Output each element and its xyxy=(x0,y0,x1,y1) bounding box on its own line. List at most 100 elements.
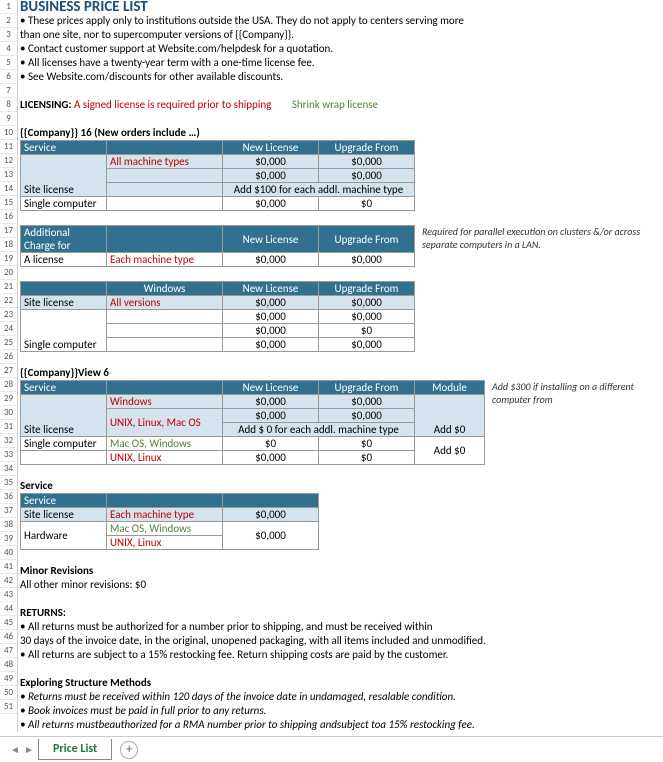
cell[interactable]: $0,000 xyxy=(223,197,319,211)
row-num[interactable]: 12 xyxy=(0,154,17,168)
tab-price-list[interactable]: Price List xyxy=(38,739,112,760)
row-num[interactable]: 45 xyxy=(0,616,17,630)
row-num[interactable]: 5 xyxy=(0,56,17,70)
row-num[interactable]: 39 xyxy=(0,532,17,546)
cell[interactable]: $0,000 xyxy=(319,409,415,423)
cell[interactable] xyxy=(107,169,223,183)
cell[interactable]: $0,000 xyxy=(319,338,415,352)
cell[interactable]: $0,000 xyxy=(223,253,319,267)
cell[interactable]: A license xyxy=(21,253,107,267)
row-num[interactable]: 51 xyxy=(0,700,17,714)
cell[interactable]: $0,000 xyxy=(223,522,319,550)
tab-prev-icon[interactable]: ◄ xyxy=(8,743,22,757)
cell[interactable]: $0,000 xyxy=(223,338,319,352)
row-num[interactable]: 35 xyxy=(0,476,17,490)
cell[interactable]: Mac OS, Windows xyxy=(107,437,223,451)
row-num[interactable]: 13 xyxy=(0,168,17,182)
cell[interactable] xyxy=(107,324,223,338)
cell[interactable]: Site license xyxy=(21,296,107,310)
cell[interactable]: UNIX, Linux xyxy=(107,536,223,550)
row-num[interactable]: 48 xyxy=(0,658,17,672)
cell[interactable]: Each machine type xyxy=(107,253,223,267)
row-num[interactable]: 30 xyxy=(0,406,17,420)
row-num[interactable]: 26 xyxy=(0,350,17,364)
cell[interactable]: Single computer xyxy=(21,310,107,352)
row-num[interactable]: 21 xyxy=(0,280,17,294)
row-num[interactable]: 15 xyxy=(0,196,17,210)
cell[interactable]: $0,000 xyxy=(319,310,415,324)
cell[interactable]: $0,000 xyxy=(319,296,415,310)
th[interactable]: Service xyxy=(21,494,107,508)
cell[interactable]: $0,000 xyxy=(223,155,319,169)
th[interactable]: Service xyxy=(21,141,107,155)
row-num[interactable]: 17 xyxy=(0,224,17,238)
th[interactable]: Additional Charge for xyxy=(21,226,107,253)
cell[interactable] xyxy=(107,197,223,211)
th[interactable]: Upgrade From xyxy=(319,282,415,296)
row-num[interactable]: 40 xyxy=(0,546,17,560)
cell[interactable] xyxy=(107,183,223,197)
row-num[interactable]: 1 xyxy=(0,0,17,14)
row-num[interactable]: 42 xyxy=(0,574,17,588)
row-num[interactable]: 47 xyxy=(0,644,17,658)
row-num[interactable]: 7 xyxy=(0,84,17,98)
cell[interactable]: Site license xyxy=(21,155,107,197)
cell[interactable]: Site license xyxy=(21,508,107,522)
cell[interactable]: $0,000 xyxy=(319,155,415,169)
th[interactable]: Windows xyxy=(107,282,223,296)
row-num[interactable]: 33 xyxy=(0,448,17,462)
th[interactable] xyxy=(107,381,223,395)
cell[interactable]: $0,000 xyxy=(223,409,319,423)
th[interactable]: Upgrade From xyxy=(319,226,415,253)
row-num[interactable]: 14 xyxy=(0,182,17,196)
row-num[interactable]: 36 xyxy=(0,490,17,504)
cell[interactable]: $0 xyxy=(319,324,415,338)
row-num[interactable]: 10 xyxy=(0,126,17,140)
th[interactable]: New License xyxy=(223,381,319,395)
row-num[interactable]: 44 xyxy=(0,602,17,616)
cell[interactable]: Mac OS, Windows xyxy=(107,522,223,536)
row-num[interactable]: 46 xyxy=(0,630,17,644)
cell[interactable]: $0,000 xyxy=(319,253,415,267)
row-num[interactable]: 11 xyxy=(0,140,17,154)
cell[interactable]: $0 xyxy=(319,437,415,451)
cell[interactable]: All versions xyxy=(107,296,223,310)
th[interactable] xyxy=(107,494,223,508)
cell[interactable]: UNIX, Linux, Mac OS xyxy=(107,409,223,437)
cell[interactable]: $0,000 xyxy=(223,169,319,183)
cell[interactable]: Add $0 xyxy=(415,437,485,465)
cell[interactable]: Single computer xyxy=(21,197,107,211)
cell[interactable]: $0,000 xyxy=(319,395,415,409)
row-num[interactable]: 49 xyxy=(0,672,17,686)
row-num[interactable]: 41 xyxy=(0,560,17,574)
cell[interactable]: Windows xyxy=(107,395,223,409)
cell[interactable]: $0,000 xyxy=(223,310,319,324)
cell[interactable]: Add $ 0 for each addl. machine type xyxy=(223,423,415,437)
row-num[interactable]: 16 xyxy=(0,210,17,224)
cell[interactable]: Each machine type xyxy=(107,508,223,522)
row-num[interactable]: 2 xyxy=(0,14,17,28)
add-sheet-icon[interactable]: + xyxy=(120,741,138,759)
cell[interactable] xyxy=(107,338,223,352)
th[interactable]: Upgrade From xyxy=(319,141,415,155)
cell[interactable]: Add $0 xyxy=(415,395,485,437)
row-num[interactable]: 23 xyxy=(0,308,17,322)
cell[interactable]: $0 xyxy=(223,437,319,451)
cell[interactable]: Site license xyxy=(21,395,107,437)
row-num[interactable]: 9 xyxy=(0,112,17,126)
cell[interactable]: Add $100 for each addl. machine type xyxy=(223,183,415,197)
cell[interactable]: $0 xyxy=(319,197,415,211)
cell[interactable]: Single computer xyxy=(21,437,107,451)
cell[interactable] xyxy=(21,451,107,465)
row-num[interactable]: 19 xyxy=(0,252,17,266)
row-num[interactable]: 6 xyxy=(0,70,17,84)
cell[interactable]: $0,000 xyxy=(223,324,319,338)
row-num[interactable]: 28 xyxy=(0,378,17,392)
row-num[interactable]: 22 xyxy=(0,294,17,308)
th[interactable] xyxy=(107,141,223,155)
row-num[interactable]: 37 xyxy=(0,504,17,518)
cell[interactable]: $0,000 xyxy=(223,508,319,522)
cell[interactable] xyxy=(107,310,223,324)
tab-next-icon[interactable]: ► xyxy=(22,743,36,757)
row-num[interactable]: 18 xyxy=(0,238,17,252)
